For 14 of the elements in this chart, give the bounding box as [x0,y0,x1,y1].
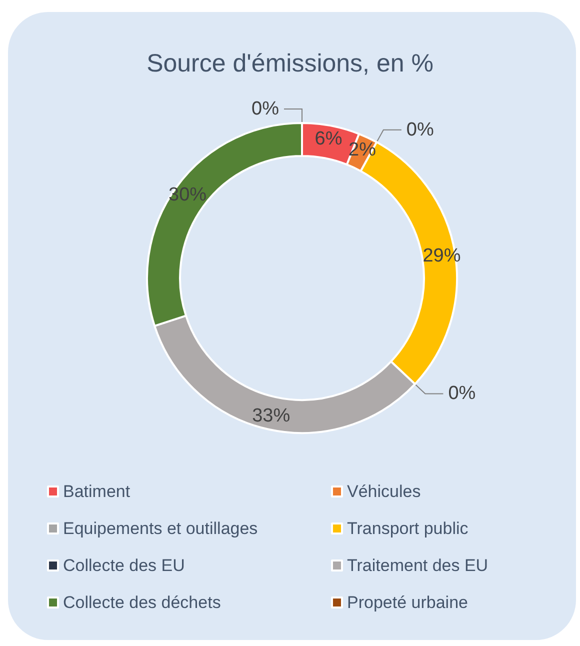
legend-label: Collecte des déchets [63,593,221,612]
legend-label: Batiment [63,482,130,501]
text: 0% [448,383,476,404]
legend-label: Collecte des EU [63,556,185,575]
legend-label: Transport public [347,519,469,538]
data-label: 33% [252,406,290,427]
legend-label: Véhicules [347,482,421,501]
chart-title: Source d'émissions, en % [146,50,434,78]
legend-label: Equipements et outillages [63,519,258,538]
text: 0% [252,98,279,120]
data-label: 6% [314,128,342,150]
legend-label: Propeté urbaine [347,593,468,612]
legend-label: Traitement des EU [347,556,488,575]
text: 0% [406,119,434,140]
